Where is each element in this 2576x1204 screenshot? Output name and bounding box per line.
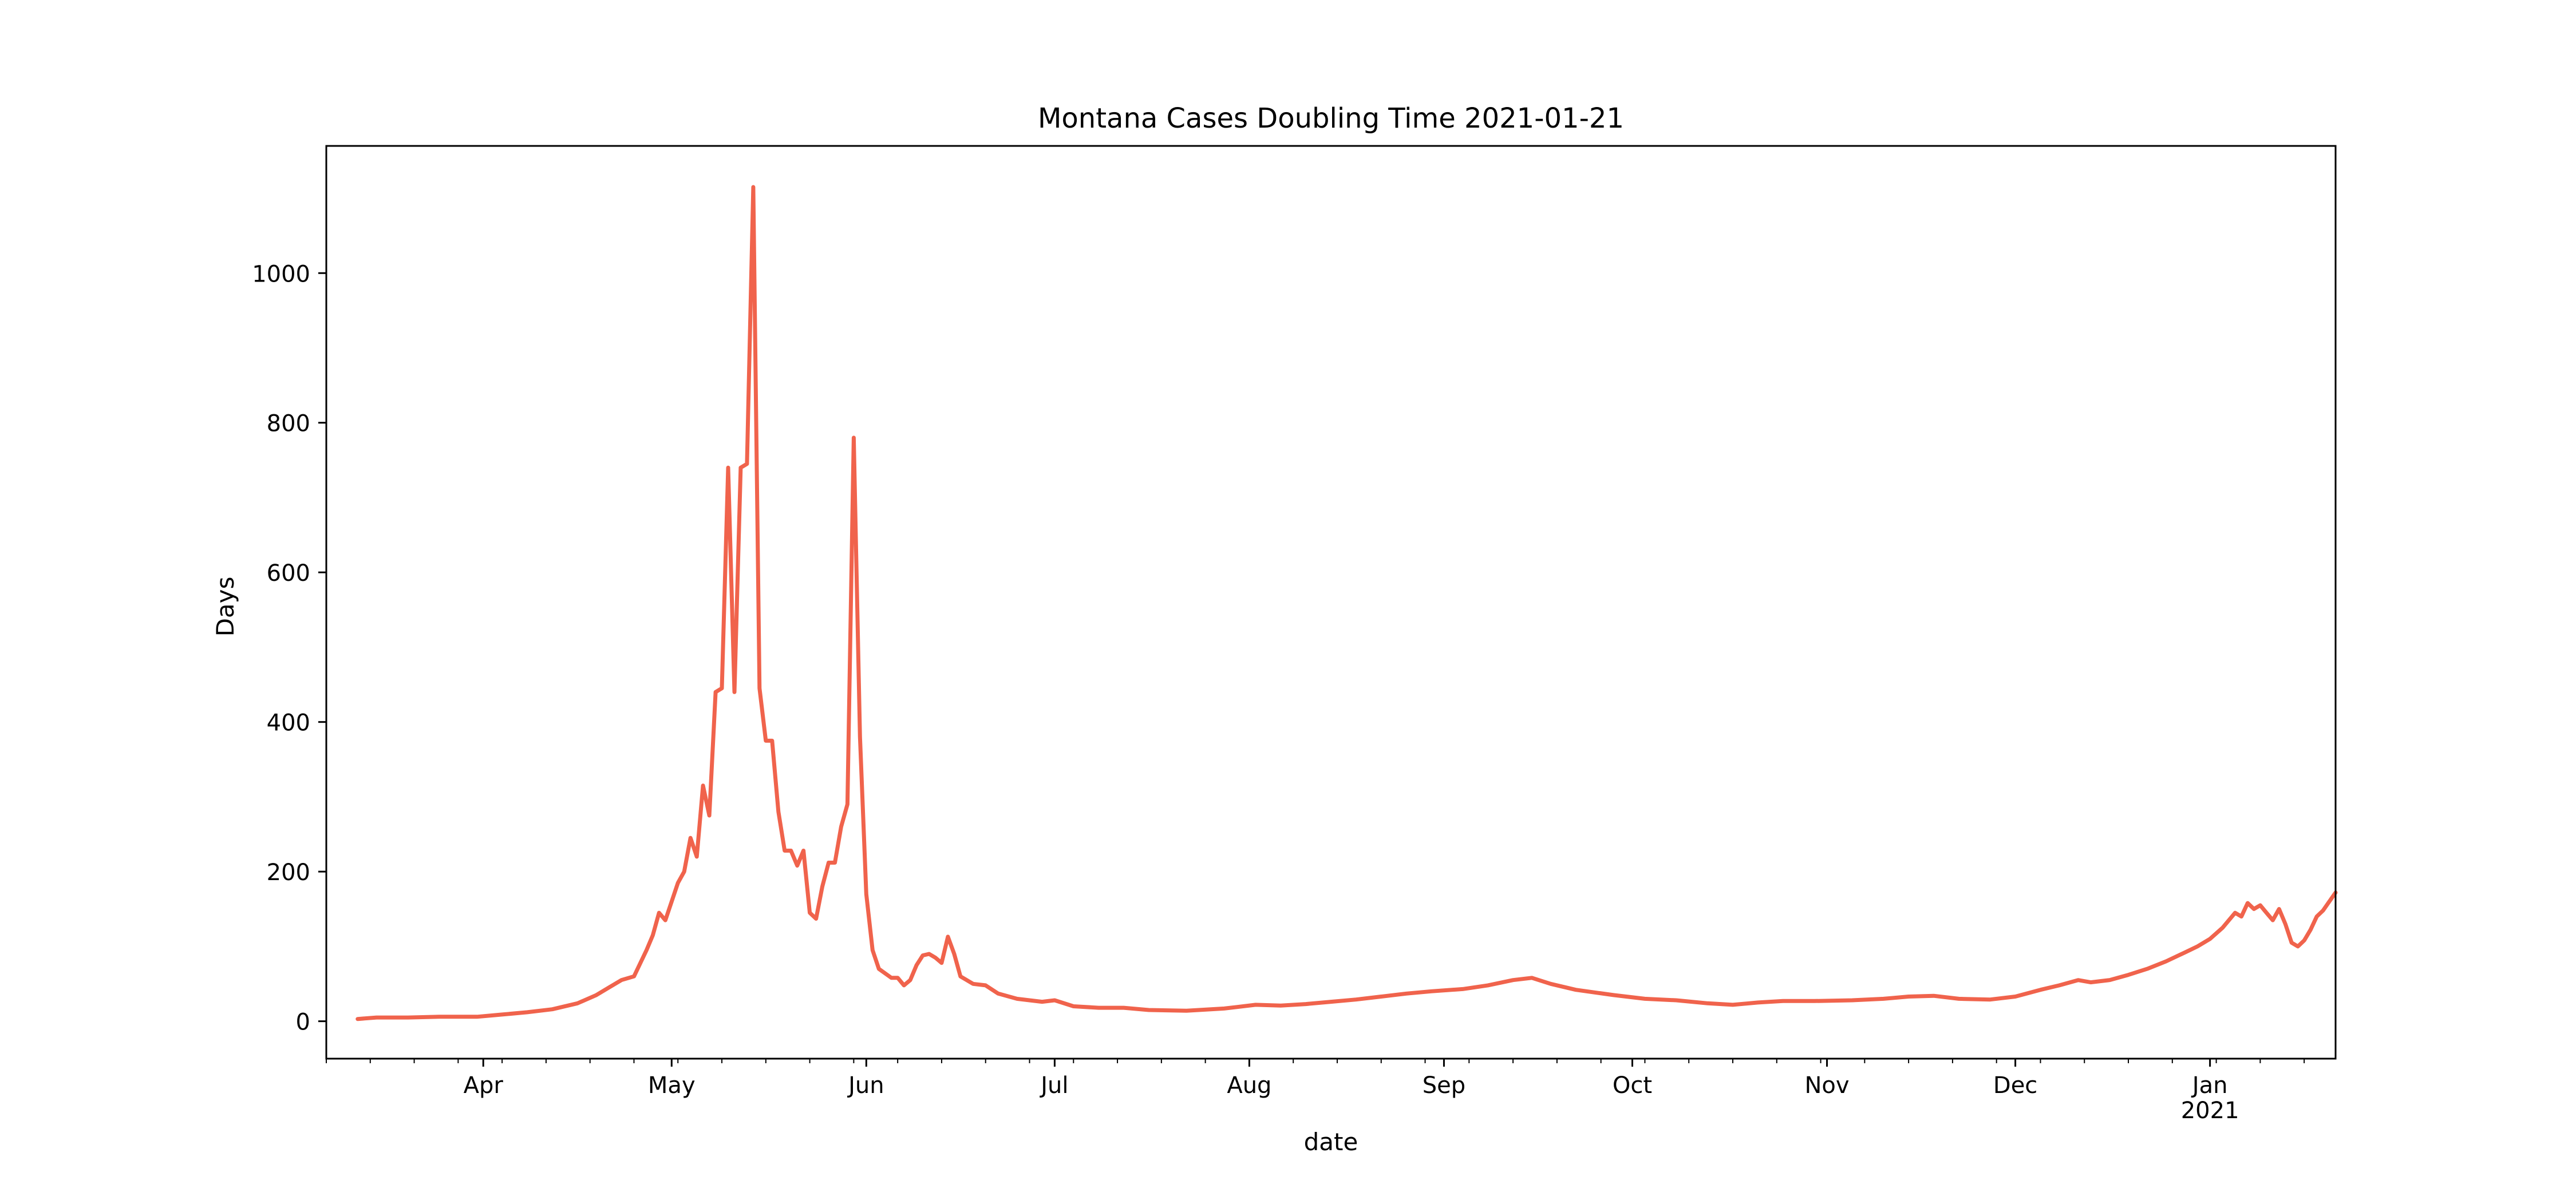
- x-tick-label: Dec: [1993, 1072, 2037, 1099]
- series-layer: [355, 185, 2338, 1021]
- chart-title: Montana Cases Doubling Time 2021-01-21: [1038, 102, 1624, 134]
- axis-ticks: 0 200 400 600 800 1000 Apr May Jun Jul Aug Sep Oct No…: [252, 261, 2305, 1124]
- x-tick-label: Sep: [1423, 1072, 1465, 1099]
- x-tick-label: Aug: [1227, 1072, 1271, 1099]
- y-tick-label: 1000: [252, 261, 310, 287]
- y-tick-label: 800: [267, 411, 310, 437]
- plot-frame: [325, 145, 2337, 1060]
- x-tick-label: May: [648, 1072, 696, 1099]
- y-tick-label: 400: [267, 710, 310, 736]
- y-tick-label: 600: [267, 560, 310, 587]
- y-axis-label: Days: [211, 577, 239, 637]
- x-tick-label: Jan: [2191, 1072, 2228, 1099]
- x-tick-label: Oct: [1613, 1072, 1652, 1099]
- x-tick-label: Nov: [1804, 1072, 1849, 1099]
- x-tick-label: Jul: [1039, 1072, 1068, 1099]
- series-line: [355, 185, 2338, 1021]
- x-tick-label: Jun: [847, 1072, 884, 1099]
- y-tick-label: 200: [267, 860, 310, 886]
- y-tick-label: 0: [296, 1009, 310, 1036]
- x-axis-label: date: [1304, 1128, 1358, 1156]
- x-tick-label: Apr: [464, 1072, 504, 1099]
- x-tick-sublabel: 2021: [2181, 1098, 2239, 1124]
